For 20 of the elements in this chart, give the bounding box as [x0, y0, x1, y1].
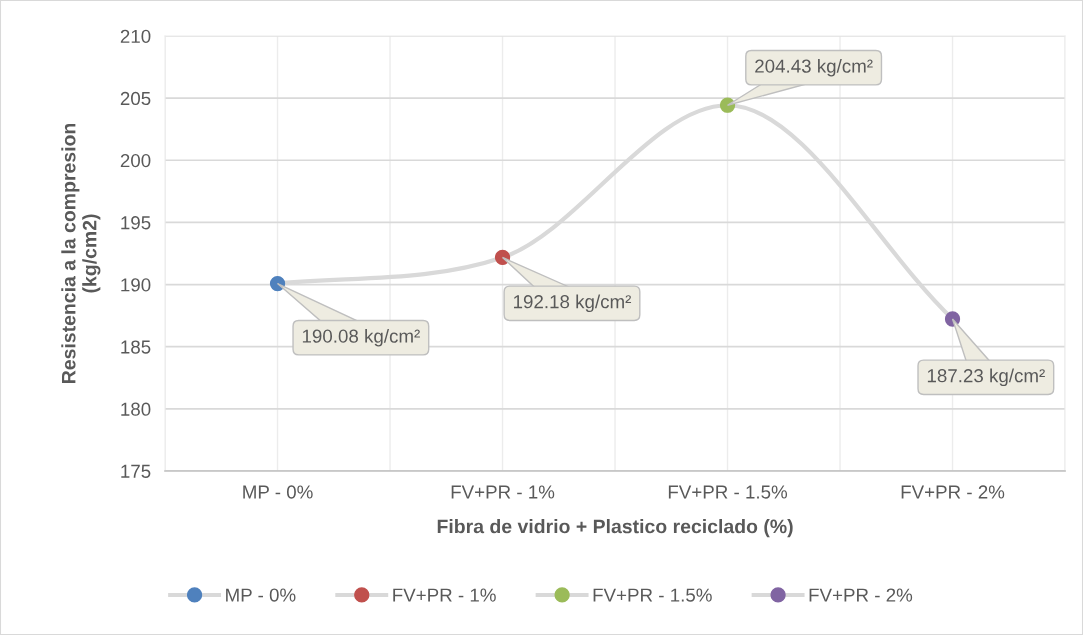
legend-label: FV+PR - 2%: [809, 588, 913, 602]
legend-label: MP - 0%: [226, 588, 296, 602]
x-axis-title: Fibra de vidrio + Plastico reciclado (%): [437, 519, 793, 538]
y-tick-label: 200: [120, 153, 151, 168]
legend-label: FV+PR - 1%: [393, 588, 496, 602]
data-label: 187.23 kg/cm²: [927, 368, 1045, 387]
y-tick-label: 175: [121, 464, 151, 478]
x-tick-label: FV+PR - 1%: [451, 485, 555, 499]
x-tick-label: FV+PR - 1.5%: [668, 485, 788, 499]
y-tick-label: 185: [121, 340, 151, 354]
y-tick-label: 205: [120, 91, 151, 106]
data-label: 190.08 kg/cm²: [302, 328, 420, 347]
legend-label: FV+PR - 1.5%: [593, 588, 712, 602]
y-tick-label: 180: [121, 402, 151, 416]
y-axis-title: Resistencia a la compresion (kg/cm2): [61, 123, 101, 383]
x-tick-label: MP - 0%: [243, 485, 313, 499]
y-tick-label: 190: [121, 278, 151, 292]
x-tick-label: FV+PR - 2%: [901, 485, 1005, 499]
y-tick-label: 210: [120, 29, 151, 43]
y-tick-label: 195: [121, 216, 151, 230]
